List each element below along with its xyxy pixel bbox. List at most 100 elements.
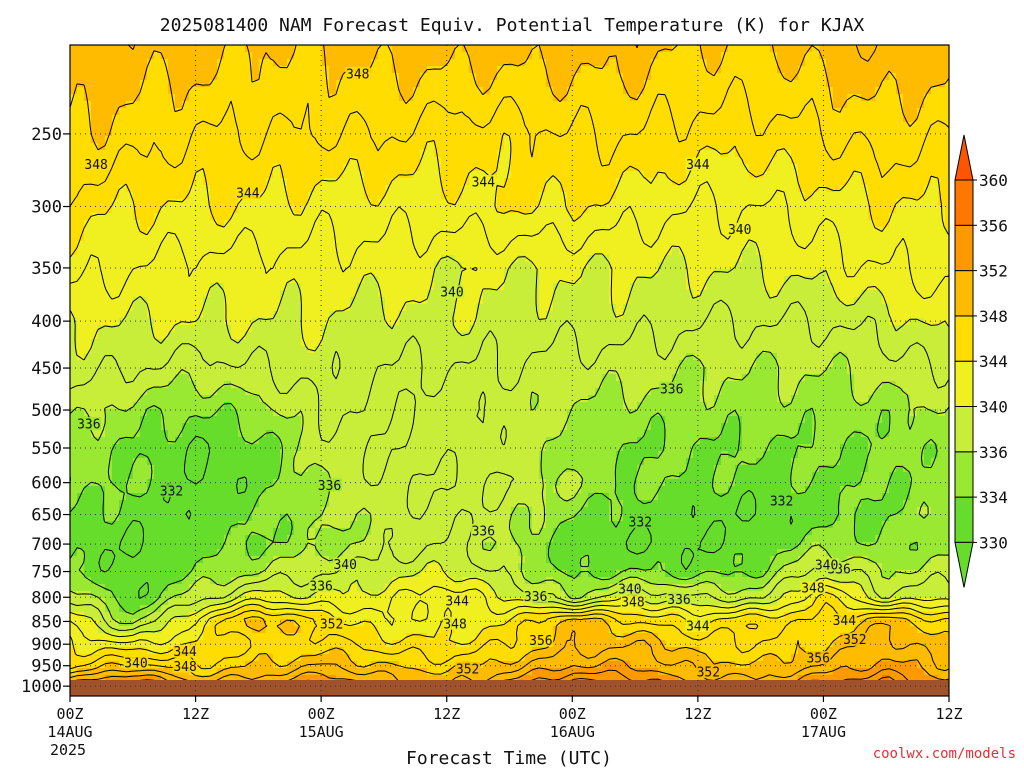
field-cell <box>420 654 428 662</box>
field-cell <box>385 675 393 683</box>
field-cell <box>224 241 232 249</box>
field-cell <box>399 227 407 235</box>
field-cell <box>154 570 162 578</box>
field-cell <box>196 192 204 200</box>
field-cell <box>427 619 435 627</box>
field-cell <box>301 248 309 256</box>
field-cell <box>84 178 92 186</box>
field-cell <box>280 549 288 557</box>
field-cell <box>399 507 407 515</box>
field-cell <box>168 59 176 67</box>
field-cell <box>273 535 281 543</box>
field-cell <box>371 675 379 683</box>
field-cell <box>266 409 274 417</box>
field-cell <box>105 668 113 676</box>
field-cell <box>287 80 295 88</box>
field-cell <box>203 563 211 571</box>
field-cell <box>189 73 197 81</box>
field-cell <box>413 472 421 480</box>
field-cell <box>175 164 183 172</box>
field-cell <box>112 430 120 438</box>
field-cell <box>196 227 204 235</box>
field-cell <box>378 507 386 515</box>
field-cell <box>217 297 225 305</box>
field-cell <box>399 143 407 151</box>
field-cell <box>182 416 190 424</box>
field-cell <box>168 402 176 410</box>
field-cell <box>336 325 344 333</box>
field-cell <box>399 290 407 298</box>
field-cell <box>287 115 295 123</box>
field-cell <box>154 654 162 662</box>
field-cell <box>343 346 351 354</box>
field-cell <box>91 668 99 676</box>
field-cell <box>315 668 323 676</box>
field-cell <box>224 94 232 102</box>
field-cell <box>315 325 323 333</box>
field-cell <box>350 437 358 445</box>
field-cell <box>154 325 162 333</box>
field-cell <box>98 283 106 291</box>
field-cell <box>413 325 421 333</box>
field-cell <box>266 668 274 676</box>
field-cell <box>385 381 393 389</box>
field-cell <box>84 115 92 123</box>
field-cell <box>175 269 183 277</box>
field-cell <box>336 633 344 641</box>
field-cell <box>196 108 204 116</box>
field-cell <box>112 290 120 298</box>
field-cell <box>322 374 330 382</box>
field-cell <box>161 535 169 543</box>
field-cell <box>371 577 379 585</box>
field-cell <box>161 423 169 431</box>
field-cell <box>434 136 442 144</box>
field-cell <box>224 157 232 165</box>
field-cell <box>77 136 85 144</box>
field-cell <box>336 570 344 578</box>
field-cell <box>84 654 92 662</box>
field-cell <box>224 171 232 179</box>
field-cell <box>315 346 323 354</box>
field-cell <box>273 59 281 67</box>
field-cell <box>399 150 407 158</box>
field-cell <box>364 570 372 578</box>
field-cell <box>329 640 337 648</box>
field-cell <box>287 157 295 165</box>
field-cell <box>189 542 197 550</box>
field-cell <box>413 556 421 564</box>
field-cell <box>378 80 386 88</box>
field-cell <box>343 388 351 396</box>
field-cell <box>189 472 197 480</box>
field-cell <box>343 395 351 403</box>
field-cell <box>105 185 113 193</box>
field-cell <box>280 311 288 319</box>
field-cell <box>210 535 218 543</box>
field-cell <box>294 598 302 606</box>
field-cell <box>315 521 323 529</box>
field-cell <box>133 395 141 403</box>
field-cell <box>224 549 232 557</box>
field-cell <box>217 66 225 74</box>
field-cell <box>245 206 253 214</box>
field-cell <box>301 164 309 172</box>
field-cell <box>245 241 253 249</box>
field-cell <box>112 206 120 214</box>
field-cell <box>105 311 113 319</box>
field-cell <box>322 346 330 354</box>
field-cell <box>350 164 358 172</box>
field-cell <box>266 87 274 95</box>
field-cell <box>133 192 141 200</box>
field-cell <box>392 367 400 375</box>
field-cell <box>385 241 393 249</box>
field-cell <box>224 276 232 284</box>
field-cell <box>371 269 379 277</box>
field-cell <box>350 136 358 144</box>
field-cell <box>196 479 204 487</box>
field-cell <box>259 556 267 564</box>
field-cell <box>315 94 323 102</box>
field-cell <box>413 87 421 95</box>
field-cell <box>336 626 344 634</box>
field-cell <box>126 164 134 172</box>
field-cell <box>399 283 407 291</box>
field-cell <box>322 262 330 270</box>
